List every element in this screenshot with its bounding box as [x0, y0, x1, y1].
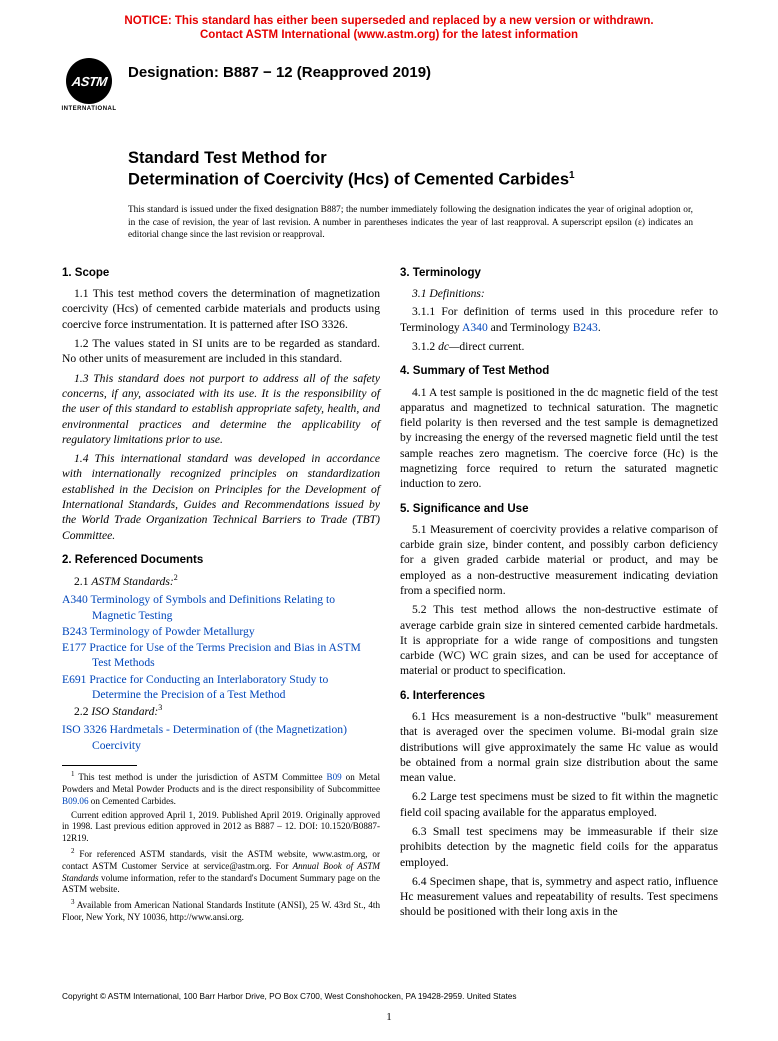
para-3-1-1: 3.1.1 For definition of terms used in th… — [400, 304, 718, 335]
section-4-head: 4. Summary of Test Method — [400, 364, 718, 379]
section-6-head: 6. Interferences — [400, 689, 718, 704]
ref-a340[interactable]: A340 Terminology of Symbols and Definiti… — [62, 592, 380, 623]
section-2-head: 2. Referenced Documents — [62, 553, 380, 568]
title-footnote-ref: 1 — [569, 170, 575, 181]
footnote-1: 1 This test method is under the jurisdic… — [62, 770, 380, 807]
link-b243[interactable]: B243 — [573, 321, 598, 334]
link-b09[interactable]: B09 — [327, 772, 342, 782]
section-5-head: 5. Significance and Use — [400, 502, 718, 517]
section-1-head: 1. Scope — [62, 266, 380, 281]
ref-e177[interactable]: E177 Practice for Use of the Terms Preci… — [62, 640, 380, 671]
para-6-4: 6.4 Specimen shape, that is, symmetry an… — [400, 874, 718, 920]
ref-e691[interactable]: E691 Practice for Conducting an Interlab… — [62, 672, 380, 703]
title-line2: Determination of Coercivity (Hcs) of Cem… — [128, 171, 569, 189]
right-column: 3. Terminology 3.1 Definitions: 3.1.1 Fo… — [400, 266, 718, 926]
link-a340[interactable]: A340 — [462, 321, 488, 334]
document-title: Standard Test Method for Determination o… — [128, 148, 688, 191]
ref-iso-3326[interactable]: ISO 3326 Hardmetals - Determination of (… — [62, 722, 380, 753]
left-column: 1. Scope 1.1 This test method covers the… — [62, 266, 380, 926]
footnote-3: 3 Available from American National Stand… — [62, 898, 380, 924]
notice-line1: NOTICE: This standard has either been su… — [124, 15, 653, 27]
para-1-2: 1.2 The values stated in SI units are to… — [62, 336, 380, 367]
para-6-1: 6.1 Hcs measurement is a non-destructive… — [400, 709, 718, 785]
para-1-1: 1.1 This test method covers the determin… — [62, 286, 380, 332]
sub-2-1: 2.1 ASTM Standards:2 — [62, 573, 380, 589]
footnote-rule — [62, 765, 137, 766]
para-6-2: 6.2 Large test specimens must be sized t… — [400, 789, 718, 820]
para-3-1: 3.1 Definitions: — [400, 286, 718, 301]
copyright: Copyright © ASTM International, 100 Barr… — [62, 991, 517, 1001]
para-5-2: 5.2 This test method allows the non-dest… — [400, 602, 718, 678]
para-1-3: 1.3 This standard does not purport to ad… — [62, 371, 380, 447]
designation: Designation: B887 − 12 (Reapproved 2019) — [128, 64, 431, 81]
astm-logo: ASTM INTERNATIONAL — [60, 58, 118, 116]
body-columns: 1. Scope 1.1 This test method covers the… — [62, 266, 718, 926]
logo-circle: ASTM — [66, 58, 112, 104]
sub-2-2: 2.2 ISO Standard:3 — [62, 703, 380, 719]
header-row: ASTM INTERNATIONAL Designation: B887 − 1… — [60, 58, 431, 116]
page-number: 1 — [0, 1011, 778, 1023]
logo-text: ASTM — [71, 74, 108, 89]
title-line1: Standard Test Method for — [128, 149, 327, 167]
astm-refs: A340 Terminology of Symbols and Definiti… — [62, 592, 380, 702]
para-1-4: 1.4 This international standard was deve… — [62, 451, 380, 543]
para-4-1: 4.1 A test sample is positioned in the d… — [400, 385, 718, 492]
para-3-1-2: 3.1.2 dc—direct current. — [400, 339, 718, 354]
link-b0906[interactable]: B09.06 — [62, 796, 89, 806]
footnote-1b: Current edition approved April 1, 2019. … — [62, 810, 380, 845]
logo-subtext: INTERNATIONAL — [61, 106, 116, 112]
issuance-note: This standard is issued under the fixed … — [128, 204, 693, 242]
footnote-2: 2 For referenced ASTM standards, visit t… — [62, 847, 380, 896]
para-6-3: 6.3 Small test specimens may be immeasur… — [400, 824, 718, 870]
ref-b243[interactable]: B243 Terminology of Powder Metallurgy — [62, 624, 380, 639]
iso-refs: ISO 3326 Hardmetals - Determination of (… — [62, 722, 380, 753]
title-block: Standard Test Method for Determination o… — [128, 148, 688, 191]
section-3-head: 3. Terminology — [400, 266, 718, 281]
notice-line2: Contact ASTM International (www.astm.org… — [200, 29, 578, 41]
para-5-1: 5.1 Measurement of coercivity provides a… — [400, 522, 718, 598]
notice-banner: NOTICE: This standard has either been su… — [0, 14, 778, 43]
